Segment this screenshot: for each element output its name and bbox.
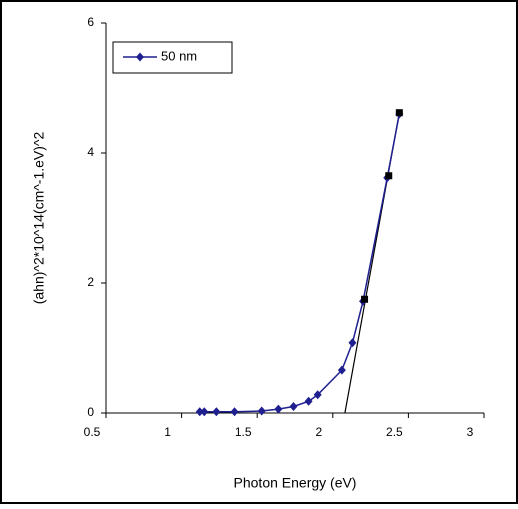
square-marker [385, 172, 393, 180]
y-tick-label: 2 [87, 275, 94, 289]
diamond-marker [348, 338, 357, 348]
diamond-marker [230, 407, 239, 417]
x-tick-label: 0.5 [84, 425, 101, 439]
diamond-marker [337, 365, 346, 375]
diamond-marker [289, 402, 298, 411]
diamond-marker [313, 390, 322, 400]
diamond-marker [257, 406, 266, 416]
diamond-marker [195, 407, 204, 417]
legend-marker [136, 52, 144, 62]
diamond-marker [200, 407, 209, 417]
square-marker [361, 295, 369, 303]
diamond-marker [212, 407, 221, 417]
y-tick-label: 0 [87, 405, 94, 419]
y-tick-label: 4 [87, 145, 94, 159]
x-tick-label: 2 [315, 425, 322, 439]
x-tick-label: 1.5 [235, 425, 252, 439]
x-tick-label: 1 [164, 425, 171, 439]
legend-label: 50 nm [161, 48, 197, 63]
diamond-marker [304, 396, 313, 406]
diamond-marker [274, 404, 283, 414]
x-axis-label: Photon Energy (eV) [234, 475, 357, 491]
y-tick-label: 6 [87, 15, 94, 29]
x-tick-label: 2.5 [386, 425, 403, 439]
square-marker [395, 109, 403, 117]
x-tick-label: 3 [467, 425, 474, 439]
y-axis-label: (ahn)^2*10^14(cm^-1.eV)^2 [31, 132, 47, 305]
